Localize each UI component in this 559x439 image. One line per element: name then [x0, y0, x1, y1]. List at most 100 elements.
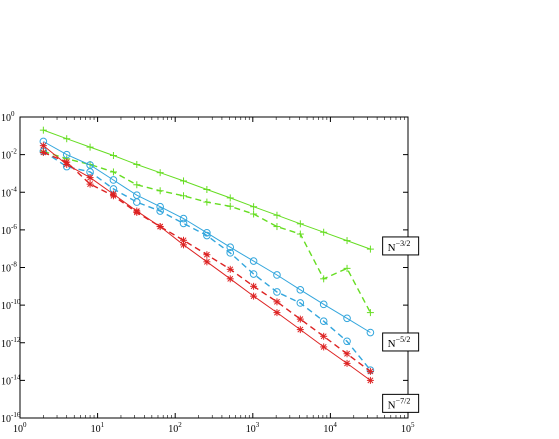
asterisk-marker [366, 376, 374, 384]
circle-marker [366, 328, 375, 337]
rate-annotation: N−7/2 [382, 393, 420, 413]
x-tick-label: 102 [168, 421, 182, 435]
circle-marker [319, 317, 328, 325]
asterisk-marker [156, 223, 164, 231]
series-2 [39, 137, 375, 337]
series-line [43, 141, 371, 333]
circle-marker [249, 270, 258, 278]
asterisk-marker [39, 148, 47, 156]
series-layer [39, 126, 375, 384]
circle-marker [273, 271, 281, 279]
asterisk-marker [320, 332, 328, 340]
plus-marker [320, 275, 328, 283]
asterisk-marker [63, 158, 71, 166]
plus-marker [366, 245, 374, 253]
plus-marker [180, 192, 188, 200]
y-tick-label: 10-16 [1, 411, 21, 425]
series-5 [39, 148, 374, 375]
plus-marker [226, 194, 234, 202]
plus-marker [109, 151, 117, 159]
svg-text:N−7/2: N−7/2 [388, 396, 411, 411]
plus-marker [203, 198, 211, 206]
asterisk-marker [203, 251, 211, 259]
x-tick-label: 103 [246, 421, 260, 435]
circle-marker [343, 314, 351, 323]
y-tick-label: 100 [1, 110, 15, 124]
circle-marker [179, 219, 188, 228]
plus-marker [366, 309, 374, 317]
plus-marker [273, 211, 281, 219]
circle-marker [273, 288, 281, 296]
asterisk-marker [320, 343, 328, 351]
asterisk-marker [273, 309, 281, 317]
x-tick-label: 100 [13, 421, 27, 435]
svg-text:N−5/2: N−5/2 [388, 335, 411, 350]
plus-marker [250, 203, 258, 211]
plus-marker [109, 168, 117, 176]
asterisk-marker [86, 174, 94, 182]
series-1 [39, 147, 374, 317]
plus-marker [343, 237, 351, 245]
asterisk-marker [39, 142, 47, 150]
rate-annotation: N−3/2 [382, 236, 420, 256]
plus-marker [156, 169, 164, 177]
asterisk-marker [180, 236, 188, 244]
plus-marker [226, 202, 234, 210]
asterisk-marker [296, 326, 304, 334]
circle-marker [179, 214, 188, 223]
asterisk-marker [86, 180, 94, 188]
circle-marker [296, 286, 305, 294]
circle-marker [203, 231, 211, 240]
circle-marker [132, 198, 141, 206]
plus-marker [203, 186, 211, 194]
plus-marker [250, 210, 258, 218]
series-line [43, 150, 371, 371]
asterisk-marker [250, 292, 258, 300]
series-0 [39, 126, 374, 253]
plus-marker [273, 223, 281, 231]
plus-marker [133, 181, 141, 189]
x-tick-label: 104 [323, 421, 337, 435]
asterisk-marker [366, 367, 374, 375]
plus-marker [86, 143, 94, 151]
y-tick-label: 10-8 [1, 261, 17, 275]
asterisk-marker [296, 315, 304, 323]
asterisk-marker [343, 350, 351, 358]
y-tick-label: 10-6 [1, 223, 17, 237]
circle-marker [156, 207, 164, 215]
axis-tick-labels: 100 101 102 103 104 105 100 10-2 10-4 10-6 10-8 10-… [1, 110, 415, 435]
plus-marker [296, 220, 304, 228]
svg-text:N−3/2: N−3/2 [388, 239, 411, 254]
circle-marker [156, 202, 164, 211]
x-tick-label: 105 [401, 421, 415, 435]
plus-marker [156, 187, 164, 195]
series-4 [39, 142, 374, 384]
plus-marker [133, 160, 141, 168]
plus-marker [180, 177, 188, 185]
asterisk-marker [250, 282, 258, 290]
asterisk-marker [226, 265, 234, 273]
circle-marker [249, 257, 258, 265]
circle-marker [109, 176, 118, 184]
rate-annotation: N−5/2 [382, 332, 420, 352]
y-tick-label: 10-14 [1, 373, 21, 387]
circle-marker [226, 243, 235, 251]
asterisk-marker [226, 275, 234, 283]
circle-marker [62, 150, 71, 159]
plus-marker [63, 135, 71, 143]
circle-marker [226, 249, 235, 257]
y-tick-label: 10-10 [1, 298, 21, 312]
asterisk-marker [273, 298, 281, 306]
plus-marker [39, 126, 47, 134]
x-tick-label: 101 [91, 421, 105, 435]
circle-marker [296, 299, 305, 307]
plus-marker [296, 230, 304, 238]
y-tick-label: 10-12 [1, 336, 21, 350]
y-tick-label: 10-4 [1, 185, 17, 199]
asterisk-marker [133, 208, 141, 216]
circle-marker [319, 300, 328, 309]
annotations: N−3/2 N−5/2 N−7/2 [382, 236, 420, 413]
plus-marker [343, 264, 351, 272]
y-tick-label: 10-2 [1, 148, 17, 162]
